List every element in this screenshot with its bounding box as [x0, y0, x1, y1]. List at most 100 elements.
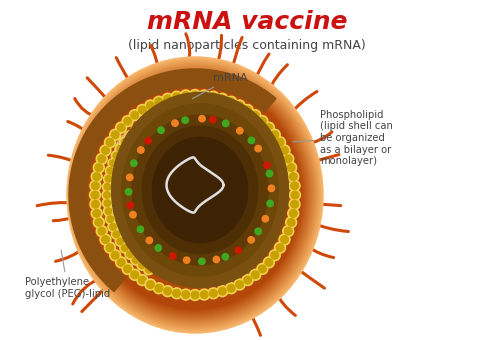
Circle shape — [269, 129, 280, 140]
Circle shape — [216, 107, 222, 114]
Circle shape — [266, 170, 273, 177]
Circle shape — [250, 110, 261, 121]
Ellipse shape — [88, 80, 302, 310]
Circle shape — [217, 286, 228, 297]
Circle shape — [164, 287, 171, 295]
Circle shape — [236, 102, 244, 109]
Circle shape — [139, 262, 145, 269]
Ellipse shape — [80, 70, 311, 320]
Circle shape — [137, 104, 148, 116]
Circle shape — [222, 108, 232, 118]
Circle shape — [90, 180, 101, 191]
Ellipse shape — [83, 74, 307, 316]
Ellipse shape — [75, 65, 315, 325]
Circle shape — [116, 122, 126, 133]
Ellipse shape — [75, 66, 315, 324]
Ellipse shape — [71, 61, 320, 329]
Circle shape — [104, 192, 110, 198]
Circle shape — [286, 217, 297, 228]
Circle shape — [132, 127, 139, 133]
Circle shape — [217, 93, 228, 104]
Ellipse shape — [81, 71, 310, 319]
Circle shape — [199, 90, 210, 101]
Circle shape — [110, 223, 116, 230]
Circle shape — [199, 258, 205, 265]
Circle shape — [145, 117, 152, 123]
Ellipse shape — [73, 63, 317, 327]
Circle shape — [145, 138, 152, 144]
Circle shape — [117, 124, 125, 132]
Circle shape — [281, 236, 288, 243]
Circle shape — [267, 200, 273, 207]
Circle shape — [104, 200, 111, 206]
Circle shape — [137, 120, 147, 130]
Circle shape — [234, 100, 245, 111]
Ellipse shape — [132, 115, 268, 265]
Circle shape — [117, 146, 124, 152]
Circle shape — [126, 251, 133, 258]
Circle shape — [182, 291, 190, 299]
Circle shape — [255, 131, 265, 141]
Circle shape — [95, 219, 103, 226]
Circle shape — [271, 131, 279, 138]
Ellipse shape — [142, 126, 258, 254]
Circle shape — [155, 98, 163, 105]
Circle shape — [231, 113, 238, 120]
Circle shape — [275, 137, 286, 148]
Circle shape — [175, 105, 182, 112]
Circle shape — [131, 112, 138, 119]
Circle shape — [116, 257, 126, 268]
Circle shape — [218, 287, 226, 295]
Circle shape — [183, 257, 190, 264]
Circle shape — [237, 128, 243, 134]
Circle shape — [104, 137, 116, 148]
Circle shape — [122, 245, 128, 251]
Circle shape — [257, 264, 268, 274]
Circle shape — [93, 162, 104, 173]
Circle shape — [132, 257, 139, 264]
Circle shape — [104, 242, 116, 253]
Circle shape — [265, 124, 273, 132]
Circle shape — [236, 281, 244, 288]
Circle shape — [91, 200, 99, 208]
Circle shape — [144, 115, 154, 125]
Circle shape — [155, 285, 163, 292]
Circle shape — [227, 98, 235, 105]
Circle shape — [283, 153, 294, 164]
Circle shape — [275, 242, 286, 253]
Circle shape — [209, 289, 217, 297]
Circle shape — [120, 137, 130, 147]
Circle shape — [122, 116, 133, 126]
Circle shape — [235, 247, 242, 253]
Circle shape — [160, 109, 166, 116]
Circle shape — [288, 208, 299, 219]
Ellipse shape — [67, 57, 323, 333]
Circle shape — [107, 216, 114, 222]
Circle shape — [112, 131, 119, 138]
Circle shape — [209, 93, 217, 101]
Circle shape — [208, 91, 219, 102]
Ellipse shape — [77, 67, 313, 323]
Circle shape — [145, 267, 152, 273]
Ellipse shape — [68, 58, 322, 332]
Ellipse shape — [76, 67, 314, 323]
Ellipse shape — [70, 60, 320, 330]
Ellipse shape — [81, 72, 309, 318]
Circle shape — [112, 252, 119, 259]
Circle shape — [115, 236, 125, 246]
Circle shape — [93, 217, 104, 228]
Circle shape — [201, 91, 208, 99]
Ellipse shape — [82, 73, 308, 317]
Ellipse shape — [78, 69, 312, 321]
Circle shape — [155, 245, 162, 251]
Circle shape — [268, 185, 275, 191]
Circle shape — [191, 91, 199, 99]
Circle shape — [90, 199, 101, 210]
Circle shape — [257, 132, 263, 139]
Text: Polyethylene
glycol (PEG)-lipid: Polyethylene glycol (PEG)-lipid — [25, 250, 110, 299]
Circle shape — [288, 164, 295, 171]
Ellipse shape — [69, 59, 321, 330]
Circle shape — [248, 137, 254, 143]
Circle shape — [184, 104, 190, 111]
Circle shape — [120, 243, 130, 253]
